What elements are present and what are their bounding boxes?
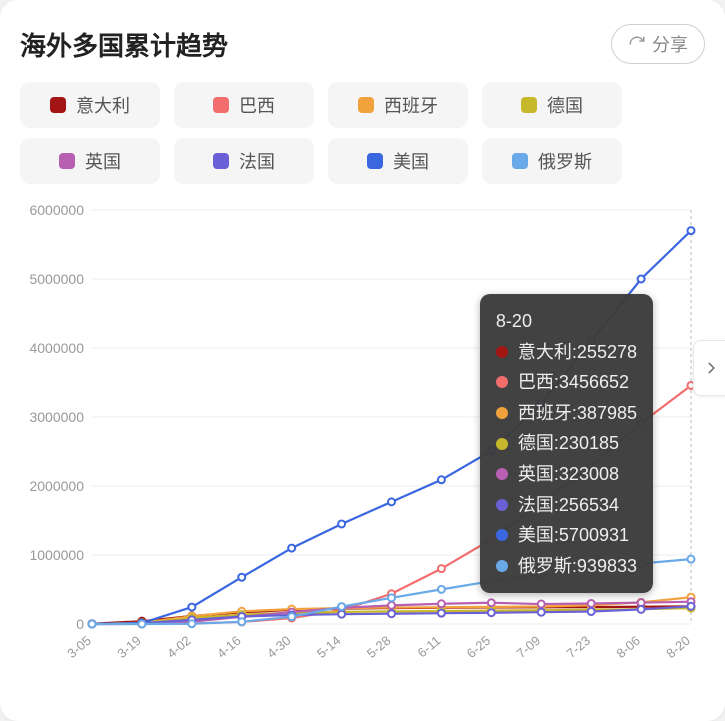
svg-text:7-09: 7-09 (514, 633, 544, 661)
svg-text:4-02: 4-02 (164, 633, 194, 661)
legend-swatch (521, 97, 537, 113)
refresh-share-icon (628, 35, 646, 53)
svg-text:1000000: 1000000 (29, 547, 84, 563)
next-button[interactable] (693, 340, 725, 396)
legend-item[interactable]: 意大利 (20, 82, 160, 128)
legend-label: 英国 (85, 148, 121, 174)
legend-label: 法国 (239, 148, 275, 174)
legend-label: 美国 (393, 148, 429, 174)
svg-text:4-30: 4-30 (264, 633, 294, 661)
svg-text:4-16: 4-16 (214, 633, 244, 661)
svg-text:2000000: 2000000 (29, 478, 84, 494)
legend-label: 西班牙 (384, 92, 438, 118)
legend-label: 意大利 (76, 92, 130, 118)
legend-swatch (358, 97, 374, 113)
legend-swatch (512, 153, 528, 169)
legend-label: 巴西 (239, 92, 275, 118)
legend-swatch (213, 153, 229, 169)
svg-text:6-25: 6-25 (464, 633, 494, 661)
svg-text:4000000: 4000000 (29, 340, 84, 356)
svg-text:8-06: 8-06 (613, 633, 643, 661)
chart-card: 海外多国累计趋势 分享 意大利 巴西 西班牙 德国英国 法国 美国 俄罗斯 0 1000000… (0, 0, 725, 721)
svg-text:8-20: 8-20 (663, 633, 693, 661)
chevron-right-icon (704, 357, 718, 379)
legend-item[interactable]: 俄罗斯 (482, 138, 622, 184)
legend-swatch (213, 97, 229, 113)
legend-item[interactable]: 巴西 (174, 82, 314, 128)
line-chart[interactable]: 0 1000000 2000000 3000000 4000000 5000000 6000… (20, 198, 705, 678)
svg-text:5-28: 5-28 (364, 633, 394, 661)
svg-text:5-14: 5-14 (314, 633, 344, 661)
svg-text:6000000: 6000000 (29, 202, 84, 218)
legend-item[interactable]: 英国 (20, 138, 160, 184)
legend: 意大利 巴西 西班牙 德国英国 法国 美国 俄罗斯 (20, 82, 705, 184)
svg-text:6-11: 6-11 (415, 633, 444, 661)
legend-swatch (59, 153, 75, 169)
legend-item[interactable]: 德国 (482, 82, 622, 128)
legend-item[interactable]: 西班牙 (328, 82, 468, 128)
svg-text:3-05: 3-05 (64, 633, 94, 661)
share-button[interactable]: 分享 (611, 24, 705, 64)
page-title: 海外多国累计趋势 (20, 26, 228, 63)
svg-text:5000000: 5000000 (29, 271, 84, 287)
legend-item[interactable]: 美国 (328, 138, 468, 184)
legend-label: 俄罗斯 (538, 148, 592, 174)
svg-text:3-19: 3-19 (114, 633, 144, 661)
chart-area: 0 1000000 2000000 3000000 4000000 5000000 6000… (20, 198, 705, 678)
legend-swatch (50, 97, 66, 113)
svg-text:3000000: 3000000 (29, 409, 84, 425)
svg-text:0: 0 (76, 616, 84, 632)
legend-swatch (367, 153, 383, 169)
share-label: 分享 (652, 31, 688, 57)
legend-item[interactable]: 法国 (174, 138, 314, 184)
card-header: 海外多国累计趋势 分享 (20, 24, 705, 64)
svg-text:7-23: 7-23 (564, 633, 594, 661)
legend-label: 德国 (547, 92, 583, 118)
